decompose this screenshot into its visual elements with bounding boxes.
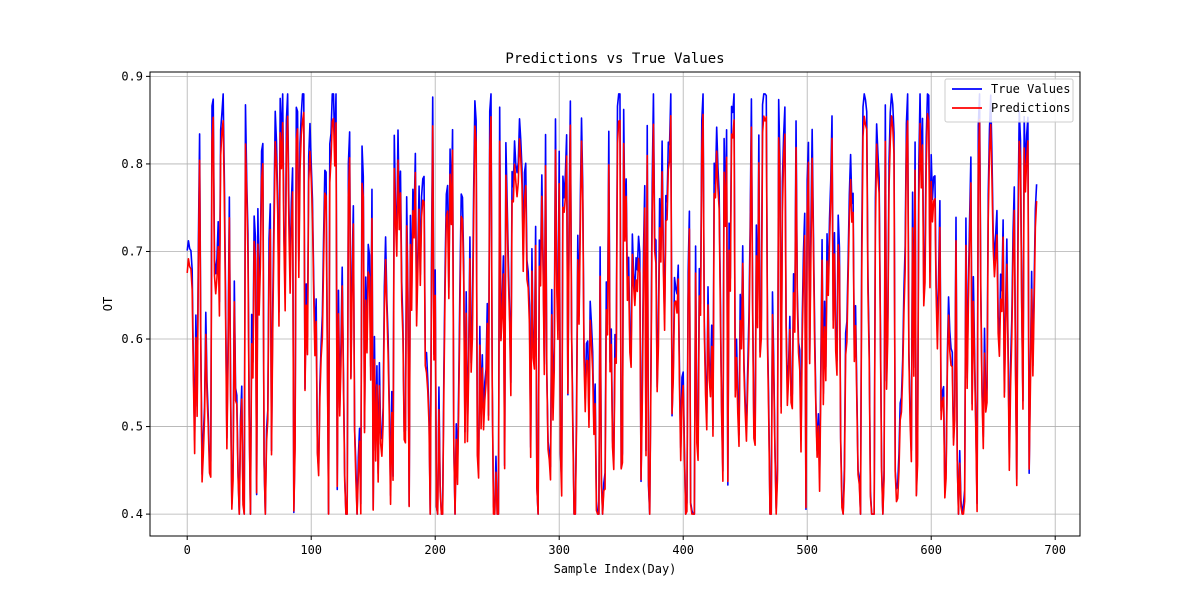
y-tick-label: 0.9 xyxy=(121,69,143,83)
legend: True Values Predictions xyxy=(944,78,1074,123)
x-tick-label: 400 xyxy=(672,543,694,557)
x-tick-label: 200 xyxy=(424,543,446,557)
x-tick-label: 0 xyxy=(184,543,191,557)
x-tick-label: 300 xyxy=(548,543,570,557)
y-tick-label: 0.6 xyxy=(121,332,143,346)
plot-frame xyxy=(149,71,1081,537)
legend-label-true-values: True Values xyxy=(991,82,1070,96)
plot-area xyxy=(186,93,1038,515)
y-axis-label: OT xyxy=(101,297,115,311)
chart-title: Predictions vs True Values xyxy=(505,51,724,67)
legend-label-predictions: Predictions xyxy=(991,101,1070,115)
y-tick-label: 0.5 xyxy=(121,420,143,434)
y-tick-label: 0.8 xyxy=(121,157,143,171)
y-axis: 0.4 0.5 0.6 0.7 0.8 0.9 xyxy=(121,69,150,521)
y-tick-label: 0.7 xyxy=(121,244,143,258)
x-tick-label: 700 xyxy=(1044,543,1066,557)
series-line-predictions xyxy=(186,111,1038,515)
x-tick-label: 500 xyxy=(796,543,818,557)
x-axis: 0 100 200 300 400 500 600 700 xyxy=(184,536,1066,557)
x-tick-label: 100 xyxy=(300,543,322,557)
x-axis-label: Sample Index(Day) xyxy=(554,562,677,576)
y-tick-label: 0.4 xyxy=(121,507,143,521)
x-tick-label: 600 xyxy=(920,543,942,557)
